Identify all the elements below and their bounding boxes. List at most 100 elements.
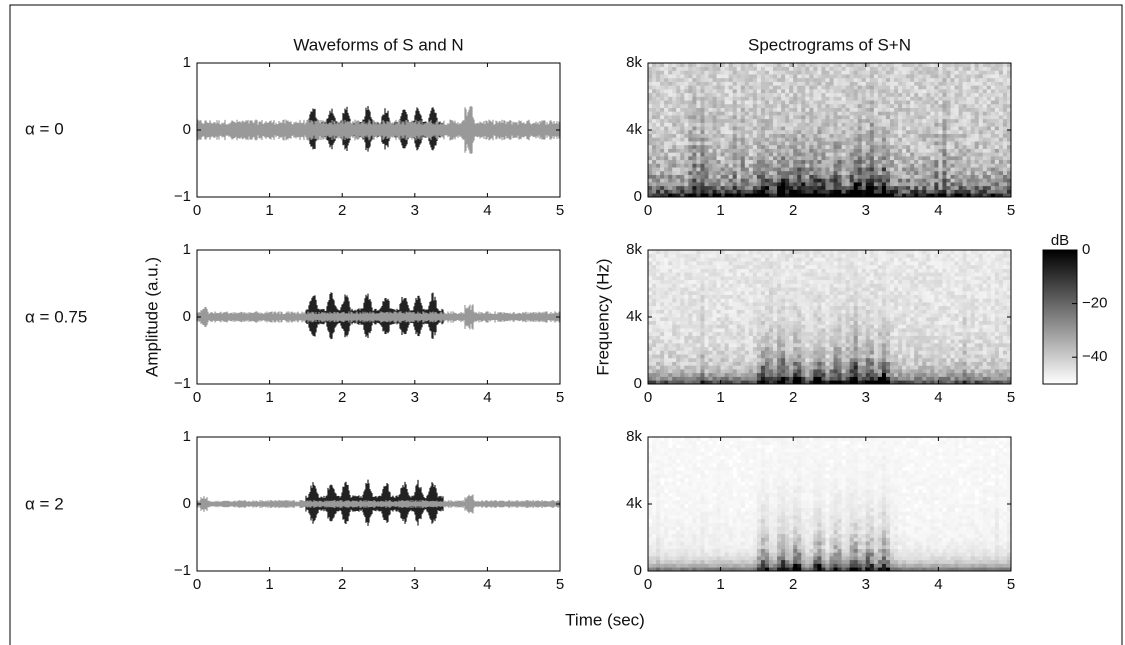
spectrogram-cell <box>656 63 661 68</box>
spectrogram-cell <box>777 107 782 112</box>
spectrogram-cell <box>716 81 721 86</box>
spectrogram-cell <box>700 130 705 135</box>
spectrogram-cell <box>684 294 689 299</box>
spectrogram-cell <box>845 185 850 190</box>
spectrogram-cell <box>696 92 701 97</box>
spectrogram-cell <box>817 174 822 179</box>
spectrogram-cell <box>660 100 665 105</box>
spectrogram-cell <box>720 294 725 299</box>
spectrogram-cell <box>845 163 850 168</box>
spectrogram-cell <box>769 283 774 288</box>
spectrogram-cell <box>760 350 766 355</box>
spectrogram-cell <box>885 70 891 75</box>
spectrogram-cell <box>736 182 742 187</box>
spectrogram-cell <box>773 354 778 359</box>
spectrogram-cell <box>728 89 733 94</box>
spectrogram-cell <box>672 148 677 153</box>
spectrogram-cell <box>962 77 967 82</box>
spectrogram-cell <box>813 354 818 359</box>
spectrogram-cell <box>736 189 742 194</box>
spectrogram-cell <box>748 111 754 116</box>
spectrogram-cell <box>869 107 875 112</box>
spectrogram-cell <box>833 193 838 198</box>
spectrogram-cell <box>664 185 669 190</box>
spectrogram-cell <box>716 156 721 161</box>
spectrogram-cell <box>978 111 984 116</box>
spectrogram-cell <box>934 189 939 194</box>
spectrogram-cell <box>680 369 685 374</box>
x-tick-label: 5 <box>556 389 564 406</box>
spectrogram-cell <box>777 81 782 86</box>
spectrogram-cell <box>720 317 725 322</box>
spectrogram-cell <box>740 144 746 149</box>
spectrogram-cell <box>652 189 657 194</box>
spectrogram-cell <box>797 193 802 198</box>
spectrogram-cell <box>877 103 883 108</box>
spectrogram-cell <box>994 96 1000 101</box>
spectrogram-cell <box>825 357 830 362</box>
spectrogram-cell <box>785 365 790 370</box>
spectrogram-cell <box>801 152 806 157</box>
spectrogram-cell <box>849 185 854 190</box>
spectrogram-cell <box>994 126 1000 131</box>
spectrogram-cell <box>809 81 814 86</box>
spectrogram-cell <box>648 343 653 348</box>
spectrogram-cell <box>652 357 657 362</box>
spectrogram-cell <box>712 346 717 351</box>
spectrogram-cell <box>648 126 653 131</box>
spectrogram-cell <box>922 156 927 161</box>
spectrogram-cell <box>696 376 701 381</box>
spectrogram-cell <box>982 63 988 68</box>
spectrogram-cell <box>1002 170 1008 175</box>
spectrogram-cell <box>986 126 992 131</box>
spectrogram-cell <box>704 118 709 123</box>
spectrogram-cell <box>833 167 838 172</box>
spectrogram-cell <box>825 141 830 146</box>
spectrogram-cell <box>773 63 778 68</box>
spectrogram-cell <box>809 365 814 370</box>
spectrogram-cell <box>696 144 701 149</box>
spectrogram-cell <box>704 167 709 172</box>
spectrogram-cell <box>748 122 754 127</box>
spectrogram-cell <box>958 185 963 190</box>
spectrogram-cell <box>833 122 838 127</box>
spectrogram-cell <box>724 272 729 277</box>
spectrogram-cell <box>942 85 947 90</box>
spectrogram-cell <box>740 279 746 284</box>
spectrogram-cell <box>809 103 814 108</box>
spectrogram-cell <box>764 328 770 333</box>
spectrogram-cell <box>910 182 915 187</box>
spectrogram-cell <box>652 294 657 299</box>
spectrogram-cell <box>793 66 798 71</box>
spectrogram-cell <box>777 283 782 288</box>
spectrogram-cell <box>656 193 661 198</box>
spectrogram-cell <box>825 159 830 164</box>
spectrogram-cell <box>994 148 1000 153</box>
spectrogram-cell <box>688 167 693 172</box>
spectrogram-cell <box>756 354 762 359</box>
spectrogram-cell <box>724 257 729 262</box>
x-tick-label: 5 <box>1007 202 1015 219</box>
spectrogram-cell <box>833 156 838 161</box>
spectrogram-cell <box>785 77 790 82</box>
spectrogram-cell <box>926 185 931 190</box>
spectrogram-cell <box>736 279 742 284</box>
spectrogram-cell <box>712 167 717 172</box>
spectrogram-cell <box>684 81 689 86</box>
spectrogram-cell <box>853 159 859 164</box>
spectrogram-cell <box>813 261 818 266</box>
spectrogram-cell <box>773 294 778 299</box>
spectrogram-cell <box>841 193 846 198</box>
spectrogram-cell <box>672 276 677 281</box>
spectrogram-cell <box>958 137 963 142</box>
spectrogram-cell <box>708 283 713 288</box>
spectrogram-cell <box>688 354 693 359</box>
spectrogram-cell <box>664 156 669 161</box>
spectrogram-cell <box>978 66 984 71</box>
spectrogram-cell <box>676 126 681 131</box>
spectrogram-cell <box>797 287 802 292</box>
spectrogram-cell <box>736 372 742 377</box>
spectrogram-cell <box>841 141 846 146</box>
spectrogram-cell <box>684 137 689 142</box>
spectrogram-cell <box>769 70 774 75</box>
